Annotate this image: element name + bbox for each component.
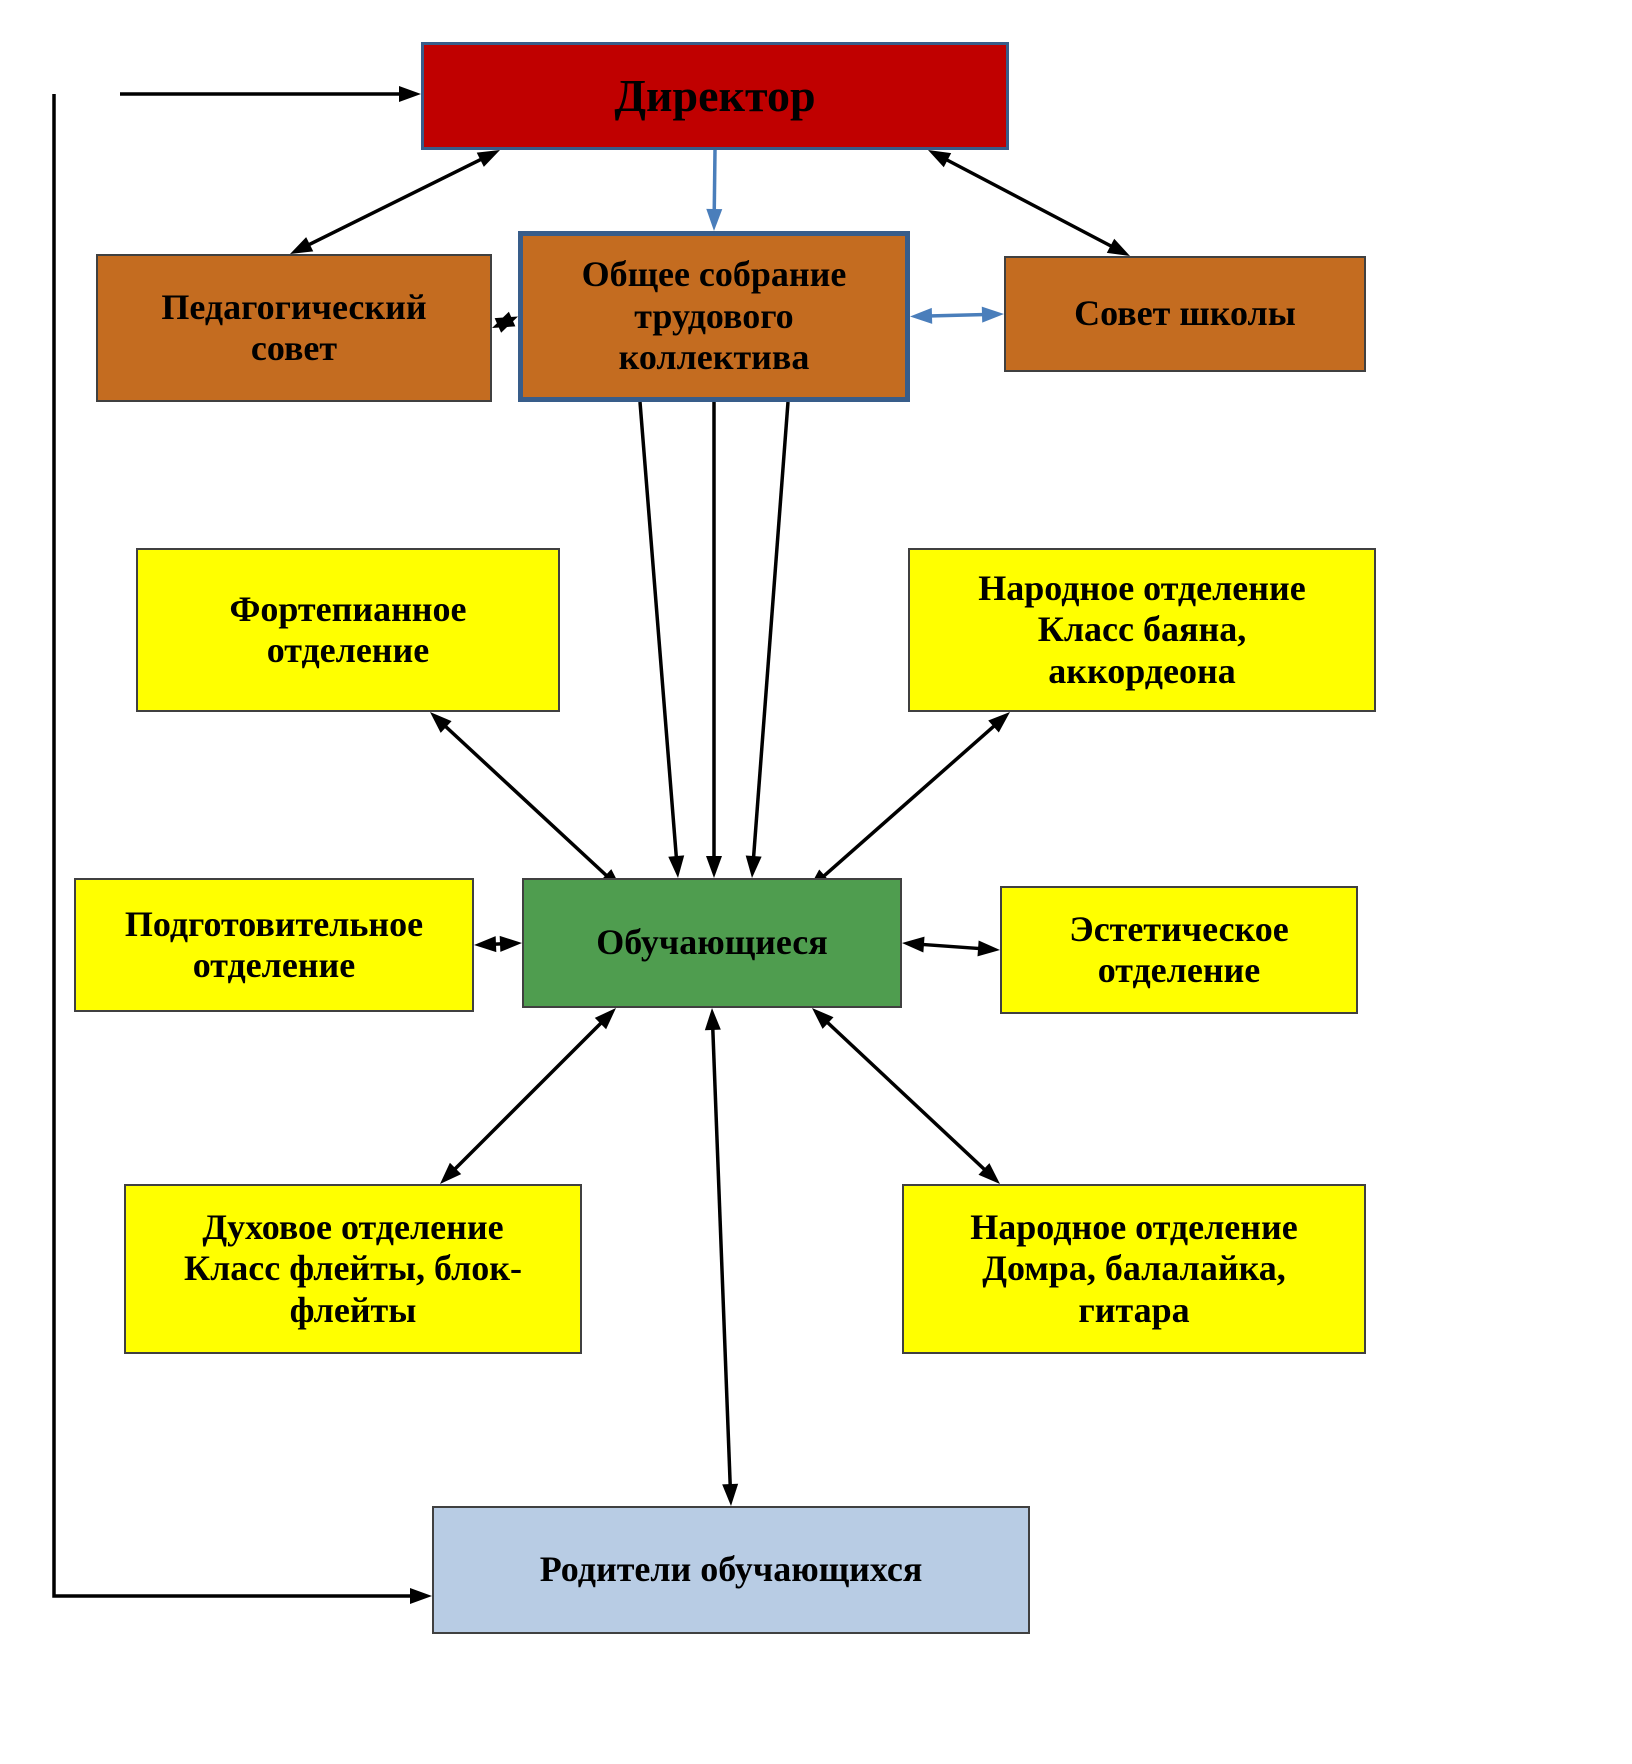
node-parents: Родители обучающихся: [432, 1506, 1030, 1634]
node-label: Общее собрание трудового коллектива: [582, 254, 847, 378]
node-dept_piano: Фортепианное отделение: [136, 548, 560, 712]
node-students: Обучающиеся: [522, 878, 902, 1008]
node-dept_wind: Духовое отделение Класс флейты, блок- фл…: [124, 1184, 582, 1354]
node-dept_prep: Подготовительное отделение: [74, 878, 474, 1012]
node-label: Подготовительное отделение: [125, 904, 423, 987]
node-label: Фортепианное отделение: [229, 589, 466, 672]
node-label: Обучающиеся: [596, 922, 827, 963]
node-dept_aesthetic: Эстетическое отделение: [1000, 886, 1358, 1014]
node-label: Совет школы: [1074, 293, 1296, 334]
node-label: Духовое отделение Класс флейты, блок- фл…: [184, 1207, 522, 1331]
org-chart: Директор Педагогический совет Общее собран…: [0, 0, 1632, 1764]
node-dept_folk_domra: Народное отделение Домра, балалайка, гит…: [902, 1184, 1366, 1354]
node-general_meeting: Общее собрание трудового коллектива: [518, 231, 910, 402]
node-label: Эстетическое отделение: [1069, 909, 1288, 992]
node-label: Родители обучающихся: [540, 1549, 923, 1590]
node-label: Народное отделение Класс баяна, аккордео…: [978, 568, 1305, 692]
node-ped_council: Педагогический совет: [96, 254, 492, 402]
node-dept_folk_bayan: Народное отделение Класс баяна, аккордео…: [908, 548, 1376, 712]
node-school_council: Совет школы: [1004, 256, 1366, 372]
node-director: Директор: [421, 42, 1009, 150]
node-label: Народное отделение Домра, балалайка, гит…: [970, 1207, 1297, 1331]
node-label: Педагогический совет: [161, 287, 426, 370]
node-label: Директор: [614, 70, 815, 123]
